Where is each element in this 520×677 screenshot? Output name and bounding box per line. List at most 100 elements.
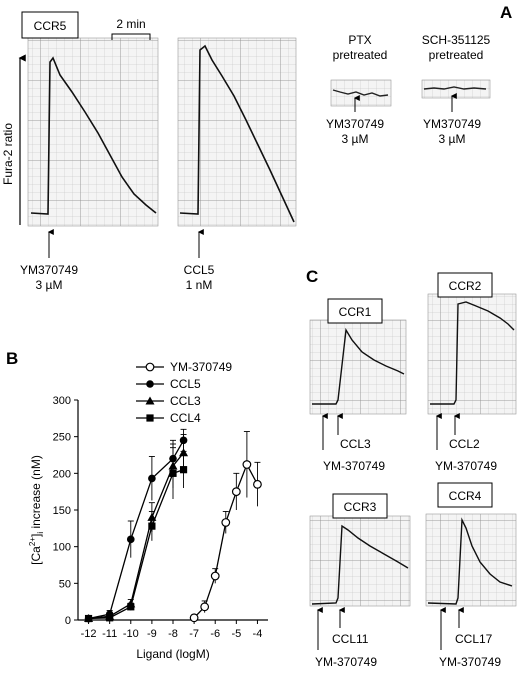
ccr5-box <box>21 11 79 39</box>
inset2-ligand: YM370749 <box>423 117 481 131</box>
scale-bar-label: 2 min <box>116 17 145 31</box>
x-tick-label: -8 <box>168 628 178 640</box>
y-axis-label-part: ] <box>29 534 43 537</box>
x-tick-label: -9 <box>147 628 157 640</box>
legend-label-ccl3: CCL3 <box>170 394 201 408</box>
legend-label-ccl4: CCL4 <box>170 411 201 425</box>
y-axis-label-part: 2+ <box>28 537 37 546</box>
ccr4-ligand: CCL17 <box>455 632 493 646</box>
y-axis-label-part: [Ca <box>29 546 43 565</box>
data-point-ym-370749 <box>200 602 210 612</box>
fura-ratio-label: Fura-2 ratio <box>1 123 15 185</box>
trace2-ligand: CCL5 <box>184 263 215 277</box>
y-tick-label: 200 <box>53 468 71 480</box>
inset1-dose: 3 µM <box>342 132 369 146</box>
y-tick-label: 0 <box>65 615 71 627</box>
y-tick-label: 100 <box>53 542 71 554</box>
legend-marker-ccl3 <box>145 396 155 405</box>
inset1-title-line2: pretreated <box>333 48 388 62</box>
data-point-ccl4 <box>179 466 188 474</box>
data-point-ym-370749 <box>253 479 262 489</box>
x-tick-label: -11 <box>102 628 117 640</box>
series-line-ccl3 <box>88 452 185 620</box>
ccr2-label: CCR2 <box>449 279 482 293</box>
ccr2-trace <box>430 301 515 405</box>
y-tick-label: 250 <box>53 432 71 444</box>
data-point-ccl4 <box>84 614 93 623</box>
trace-ccl5 <box>179 44 295 223</box>
legend-label-ym-370749: YM-370749 <box>170 360 232 374</box>
trace-ccl5-grid <box>177 37 297 227</box>
ccr4-trace <box>427 517 513 605</box>
y-axis-label-part: i <box>36 532 45 534</box>
x-tick-label: -4 <box>253 628 263 640</box>
data-point-ccl5 <box>126 535 135 544</box>
trace1-ligand: YM370749 <box>20 263 78 277</box>
ccr1-grid <box>309 319 407 415</box>
y-tick-label: 300 <box>53 395 71 407</box>
x-tick-label: -5 <box>231 628 241 640</box>
dose-response-chart: 0 50 100 150 200 250 300 -12 -11 -10 -9 -8 -7 -6 -5 -4 L… <box>28 360 268 661</box>
data-point-ccl4 <box>127 603 135 611</box>
data-point-ccl4 <box>148 522 156 530</box>
ccr4-grid <box>425 513 517 607</box>
inset1-trace <box>332 89 389 97</box>
ccr3-label: CCR3 <box>344 500 377 514</box>
legend-marker-ccl5 <box>146 380 154 388</box>
ccr4-label: CCR4 <box>449 489 482 503</box>
ccr1-ligand: CCL3 <box>340 437 371 451</box>
ccr1-box <box>327 298 383 324</box>
x-tick-label: -7 <box>189 628 199 640</box>
data-point-ym-370749 <box>210 571 220 581</box>
trace-ym370749 <box>30 56 157 215</box>
data-point-ccl4 <box>106 614 114 622</box>
ccr2-grid <box>427 293 517 415</box>
inset2-title-line1: SCH-351125 <box>422 33 491 47</box>
x-tick-label: -12 <box>81 628 97 640</box>
ccr1-label: CCR1 <box>339 305 372 319</box>
data-point-ym-370749 <box>231 487 241 497</box>
scale-bar <box>111 33 151 40</box>
data-point-ym-370749 <box>189 613 199 623</box>
ccr3-box <box>332 493 388 519</box>
inset2-trace <box>423 86 487 90</box>
ccr5-label: CCR5 <box>34 19 67 33</box>
x-axis-label: Ligand (logM) <box>136 647 209 661</box>
data-point-ccl4 <box>169 469 177 477</box>
ccr3-ligand: CCL11 <box>332 632 369 646</box>
ccr3-grid <box>309 515 411 607</box>
panel-a-letter: A <box>500 3 512 22</box>
inset2-dose: 3 µM <box>439 132 466 146</box>
ccr1-compound: YM-370749 <box>323 459 385 473</box>
data-point-ym-370749 <box>242 460 252 469</box>
y-axis-label-part: increase (nM) <box>29 455 43 532</box>
y-tick-label: 50 <box>59 578 71 590</box>
ccr4-compound: YM-370749 <box>439 655 501 669</box>
ccr4-box <box>437 482 493 508</box>
panel-b-letter: B <box>6 349 18 368</box>
series-line-ym-370749 <box>193 462 259 619</box>
data-point-ym-370749 <box>221 518 231 527</box>
trace2-dose: 1 nM <box>186 278 213 292</box>
ccr2-compound: YM-370749 <box>435 459 497 473</box>
series-line-ccl5 <box>88 440 185 620</box>
legend-marker-ym-370749 <box>145 362 155 372</box>
x-tick-label: -6 <box>210 628 220 640</box>
data-point-ccl5 <box>148 474 156 483</box>
y-tick-label: 150 <box>53 505 71 517</box>
inset1-grid <box>330 79 392 107</box>
x-tick-label: -10 <box>123 628 139 640</box>
ccr3-compound: YM-370749 <box>315 655 377 669</box>
legend-label-ccl5: CCL5 <box>170 377 201 391</box>
legend-marker-ccl4 <box>146 414 154 422</box>
ccr1-trace <box>312 327 405 405</box>
inset1-title-line1: PTX <box>348 33 371 47</box>
trace1-dose: 3 µM <box>36 278 63 292</box>
y-axis-label: [Ca2+]i increase (nM) <box>28 455 45 565</box>
series-line-ccl4 <box>88 469 184 620</box>
inset1-ligand: YM370749 <box>326 117 384 131</box>
panel-c-letter: C <box>306 267 318 286</box>
ccr2-box <box>437 272 493 298</box>
ccr3-trace <box>311 524 409 605</box>
